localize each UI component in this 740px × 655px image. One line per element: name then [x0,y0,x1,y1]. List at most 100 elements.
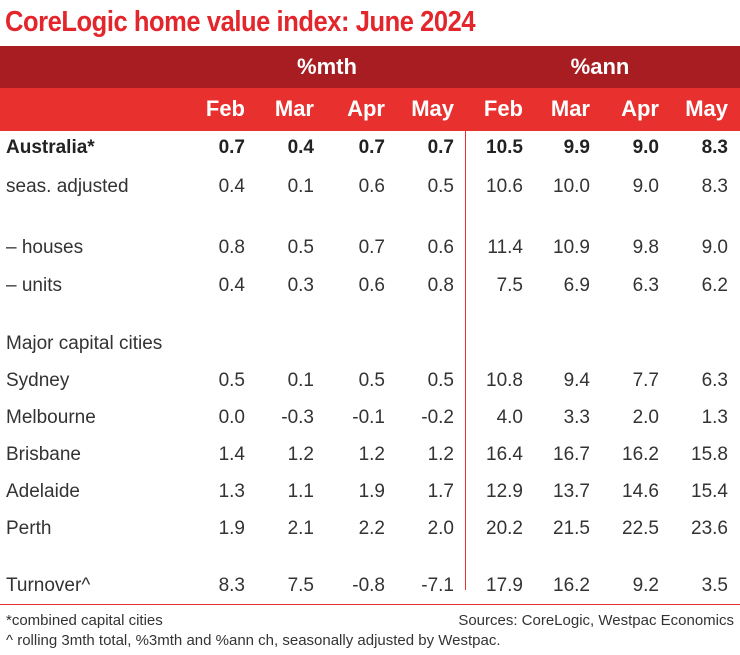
table-cell: 1.9 [218,518,245,539]
row-label: – houses [6,237,84,258]
table-cell: 7.5 [496,275,523,296]
table-cell: 2.0 [632,407,659,428]
table-cell: 10.0 [553,176,590,197]
table-cell: 9.0 [632,176,659,197]
row-label: seas. adjusted [6,176,129,197]
column-header: May [685,96,728,121]
table-cell: 0.5 [287,237,314,258]
section-divider [465,130,466,590]
table-cell: 1.3 [701,407,728,428]
table-cell: 17.9 [486,575,523,596]
table-cell: -0.2 [421,407,454,428]
column-group-monthly: %mth [297,54,357,79]
table-cell: 0.4 [218,275,245,296]
table-cell: 10.8 [486,370,523,391]
table-cell: 1.1 [287,481,314,502]
table-cell: -0.8 [352,575,385,596]
column-header: Apr [347,96,385,121]
table-cell: 0.6 [427,237,454,258]
column-header: Feb [483,96,523,121]
table-cell: 0.1 [287,176,314,197]
table-cell: 13.7 [553,481,590,502]
table-cell: 7.5 [287,575,314,596]
table-cell: 8.3 [701,176,728,197]
table-cell: 6.3 [701,370,728,391]
table-cell: 0.7 [358,137,385,158]
row-label: Melbourne [6,407,96,428]
table-cell: 1.2 [358,444,385,465]
table-cell: 0.7 [427,137,454,158]
column-header: May [411,96,454,121]
header-bottom-rule [0,130,740,131]
table-cell: 0.7 [358,237,385,258]
table-cell: 9.4 [563,370,590,391]
table-cell: -0.3 [281,407,314,428]
table-cell: 3.5 [701,575,728,596]
footnote-rolling: ^ rolling 3mth total, %3mth and %ann ch,… [6,632,501,649]
table-cell: 16.4 [486,444,523,465]
column-header: Apr [621,96,659,121]
table-cell: 22.5 [622,518,659,539]
table-cell: 9.0 [701,237,728,258]
table-cell: 10.9 [553,237,590,258]
table-cell: 0.5 [358,370,385,391]
column-group-annual: %ann [570,54,630,79]
column-header: Feb [205,96,245,121]
table-cell: 6.3 [632,275,659,296]
table-cell: 12.9 [486,481,523,502]
table-cell: 6.9 [563,275,590,296]
table-cell: 0.5 [427,176,454,197]
table-cell: 0.5 [427,370,454,391]
table-cell: 9.2 [632,575,659,596]
row-label: Sydney [6,370,70,391]
row-label: Major capital cities [6,333,163,354]
table-cell: 0.0 [218,407,245,428]
table-cell: 16.2 [553,575,590,596]
page-title: CoreLogic home value index: June 2024 [5,6,476,38]
table-cell: 0.1 [287,370,314,391]
row-label: Brisbane [6,444,81,465]
table-bottom-rule [0,604,740,605]
table-cell: 8.3 [701,137,728,158]
table-cell: 7.7 [632,370,659,391]
table-cell: 0.5 [218,370,245,391]
column-header: Mar [550,96,590,121]
table-cell: 16.2 [622,444,659,465]
table-cell: 0.4 [287,137,314,158]
table-cell: 0.6 [358,275,385,296]
table-cell: 6.2 [701,275,728,296]
table-cell: 2.0 [427,518,454,539]
table-cell: 1.3 [218,481,245,502]
table-cell: -0.1 [352,407,385,428]
table-cell: 11.4 [487,237,523,258]
column-header-band [0,88,740,130]
table-cell: 2.1 [287,518,314,539]
table-cell: 15.4 [691,481,728,502]
table-cell: 10.5 [486,137,523,158]
table-cell: 9.8 [632,237,659,258]
table-cell: 14.6 [622,481,659,502]
table-cell: 4.0 [496,407,523,428]
row-label: Turnover^ [6,575,91,596]
group-header-band [0,46,740,88]
table-cell: 1.2 [427,444,454,465]
table-cell: 16.7 [553,444,590,465]
table-cell: 9.0 [632,137,659,158]
row-label: Perth [6,518,52,539]
table-cell: 9.9 [563,137,590,158]
table-cell: 23.6 [691,518,728,539]
table-cell: 0.7 [218,137,245,158]
table-cell: 2.2 [358,518,385,539]
table-cell: 0.8 [427,275,454,296]
table-cell: 10.6 [486,176,523,197]
footnote-combined: *combined capital cities [6,612,163,629]
table-cell: 1.7 [427,481,454,502]
table-cell: 8.3 [218,575,245,596]
table-cell: 21.5 [553,518,590,539]
table-cell: 3.3 [563,407,590,428]
table-cell: 15.8 [691,444,728,465]
row-label: Adelaide [6,481,80,502]
footnote-sources: Sources: CoreLogic, Westpac Economics [458,612,734,629]
table-cell: 1.2 [287,444,314,465]
table-cell: 20.2 [486,518,523,539]
